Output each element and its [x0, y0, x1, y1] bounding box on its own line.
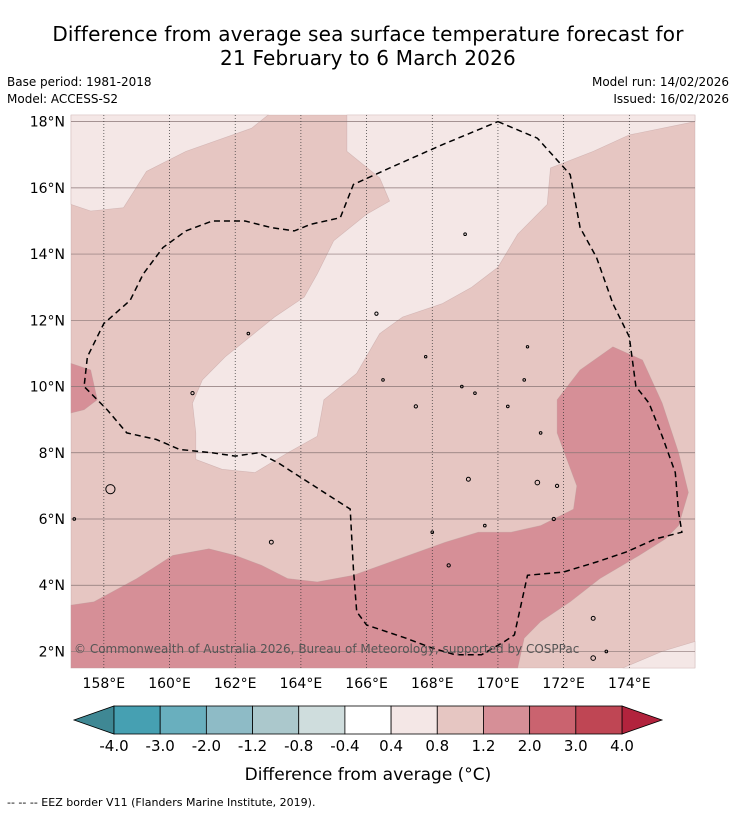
island-outline [381, 378, 385, 382]
island-outline [554, 483, 560, 489]
island-outline [473, 391, 477, 395]
colorbar-bin [113, 705, 161, 735]
region-anomaly-1.2-to-2.0-west [70, 362, 98, 414]
model-text: Model: ACCESS-S2 [7, 92, 119, 106]
longitude-labels: 158°E 160°E 162°E 164°E 166°E 168°E 170°E 172°E… [83, 676, 651, 692]
colorbar-tick-label: -0.4 [330, 737, 359, 755]
latitude-labels: 18°N 16°N 14°N 12°N 10°N 8°N 6°N 4°N 2°N [30, 115, 65, 661]
colorbar-tick-label: 0.4 [379, 737, 403, 755]
title-line-1: Difference from average sea surface temp… [52, 22, 684, 46]
lon-tick-label: 158°E [83, 676, 126, 692]
island-outline [465, 476, 471, 482]
island-outline [423, 355, 428, 359]
island-outline [505, 404, 510, 409]
anomaly-regions [70, 114, 696, 669]
island-outline [430, 530, 435, 535]
colorbar-bin [252, 705, 300, 735]
island-outline [105, 484, 116, 495]
graticule [71, 115, 695, 668]
colorbar-tick-label: -1.2 [238, 737, 267, 755]
islands [72, 232, 609, 661]
island-outline [590, 655, 596, 661]
colorbar-bin [390, 705, 438, 735]
eez-border [83, 120, 683, 656]
island-outline [590, 615, 596, 621]
colorbar-high-extend [621, 705, 664, 735]
lat-tick-label: 18°N [30, 115, 65, 131]
lat-tick-label: 14°N [30, 247, 65, 263]
copyright-credit: © Commonwealth of Australia 2026, Bureau… [74, 642, 579, 656]
island-outline [72, 517, 77, 521]
colorbar: -4.0 -3.0 -2.0 -1.2 -0.8 -0.4 0.4 0.8 1.2 2.0 3.0 4… [72, 705, 664, 755]
lat-tick-label: 6°N [39, 512, 65, 528]
lat-tick-label: 4°N [39, 578, 65, 594]
eez-legend-note: -- -- -- EEZ border V11 (Flanders Marine… [7, 796, 316, 809]
island-outline [525, 345, 530, 349]
lat-tick-label: 12°N [30, 313, 65, 329]
sst-anomaly-map: © Commonwealth of Australia 2026, Bureau… [30, 114, 696, 785]
base-period-text: Base period: 1981-2018 [7, 75, 152, 89]
island-outline [463, 232, 467, 237]
colorbar-bin [436, 705, 484, 735]
island-outline [538, 431, 543, 435]
meta-right: Model run: 14/02/2026 Issued: 16/02/2026 [592, 74, 729, 108]
model-run-text: Model run: 14/02/2026 [591, 75, 729, 89]
lat-tick-label: 2°N [39, 644, 65, 660]
meta-left: Base period: 1981-2018 Model: ACCESS-S2 [7, 74, 152, 108]
colorbar-bin [159, 705, 207, 735]
island-outline [374, 311, 379, 316]
lon-tick-label: 166°E [345, 676, 388, 692]
lat-tick-label: 8°N [39, 446, 65, 462]
island-outline [460, 384, 464, 389]
island-outline [446, 563, 451, 568]
title-line-2: 21 February to 6 March 2026 [220, 46, 516, 70]
island-outline [482, 523, 487, 528]
island-outline [190, 391, 195, 396]
colorbar-bin [575, 705, 623, 735]
region-anomaly-1.2-to-2.0-south [70, 346, 689, 669]
colorbar-bin [205, 705, 253, 735]
island-outline [551, 516, 556, 522]
colorbar-tick-label: -0.8 [284, 737, 313, 755]
colorbar-tick-label: 1.2 [472, 737, 496, 755]
lon-tick-label: 162°E [214, 676, 257, 692]
chart-title: Difference from average sea surface temp… [0, 22, 736, 70]
colorbar-bin [529, 705, 577, 735]
region-anomaly-0.4-to-0.8-north [70, 114, 269, 212]
colorbar-bin [298, 705, 346, 735]
lon-tick-label: 172°E [542, 676, 585, 692]
lon-tick-label: 168°E [411, 676, 454, 692]
island-outline [522, 378, 527, 382]
lon-tick-label: 170°E [477, 676, 520, 692]
island-outline [534, 479, 541, 486]
colorbar-bin [344, 705, 392, 735]
island-outline [413, 404, 418, 409]
lon-tick-label: 174°E [608, 676, 651, 692]
colorbar-tick-label: -2.0 [192, 737, 221, 755]
colorbar-bin [483, 705, 531, 735]
colorbar-tick-label: 3.0 [564, 737, 588, 755]
lon-tick-label: 164°E [280, 676, 323, 692]
colorbar-tick-label: 4.0 [610, 737, 634, 755]
colorbar-tick-label: 2.0 [518, 737, 542, 755]
colorbar-tick-label: -3.0 [146, 737, 175, 755]
lat-tick-label: 16°N [30, 181, 65, 197]
lon-tick-label: 160°E [148, 676, 191, 692]
island-outline [604, 649, 609, 654]
colorbar-low-extend [72, 705, 115, 735]
lat-tick-label: 10°N [30, 380, 65, 396]
island-outline [268, 539, 274, 545]
colorbar-tick-label: 0.8 [425, 737, 449, 755]
eez-border-line [83, 120, 683, 656]
colorbar-tick-label: -4.0 [99, 737, 128, 755]
island-outline [246, 331, 251, 336]
issued-text: Issued: 16/02/2026 [613, 92, 729, 106]
colorbar-title: Difference from average (°C) [245, 765, 492, 785]
